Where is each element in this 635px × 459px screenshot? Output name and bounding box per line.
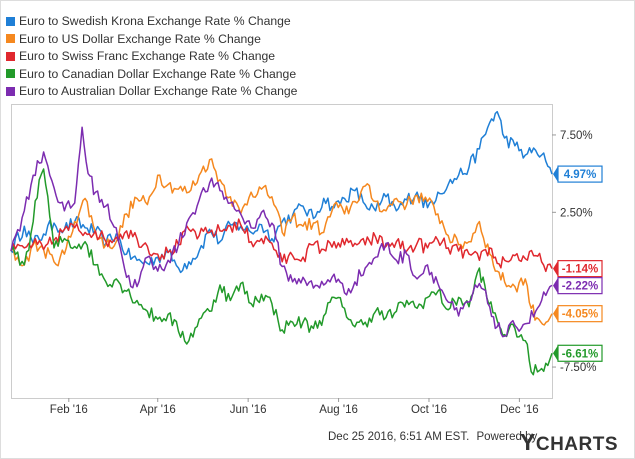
- end-value-box: [557, 277, 603, 295]
- series-line-0: [10, 110, 553, 274]
- end-value-label: -2.22%: [553, 277, 603, 295]
- legend-item[interactable]: Euro to Australian Dollar Exchange Rate …: [6, 83, 297, 101]
- legend-label: Euro to Australian Dollar Exchange Rate …: [19, 84, 298, 98]
- x-tick-label: Aug '16: [319, 404, 358, 416]
- footer: Dec 25 2016, 6:51 AM EST. Powered by: [328, 431, 537, 443]
- series-line-2: [10, 218, 553, 273]
- y-tick-label: -7.50%: [560, 362, 596, 374]
- legend-label: Euro to Canadian Dollar Exchange Rate % …: [19, 66, 297, 81]
- x-tick-label: Feb '16: [50, 404, 88, 416]
- legend-item[interactable]: Euro to Swedish Krona Exchange Rate % Ch…: [6, 13, 297, 31]
- legend-item[interactable]: Euro to US Dollar Exchange Rate % Change: [6, 31, 297, 49]
- end-value-text: -2.22%: [562, 281, 598, 293]
- ycharts-logo-initial: Y: [520, 429, 536, 455]
- legend-label: Euro to Swedish Krona Exchange Rate % Ch…: [19, 14, 291, 28]
- end-value-text: -4.05%: [562, 309, 598, 321]
- series-line-1: [10, 158, 553, 326]
- end-value-text: -6.61%: [562, 348, 598, 360]
- series-layer: [10, 110, 553, 376]
- ycharts-logo-text: CHARTS: [535, 434, 619, 455]
- x-tick-label: Dec '16: [500, 404, 539, 416]
- end-value-label: -4.05%: [553, 305, 603, 323]
- y-axis: 7.50% 2.50% -7.50%: [552, 130, 596, 374]
- end-value-label: -1.14%: [553, 260, 603, 278]
- end-value-box: [557, 165, 603, 183]
- legend-item[interactable]: Euro to Swiss Franc Exchange Rate % Chan…: [6, 48, 297, 66]
- series-line-3: [10, 168, 553, 376]
- end-value-pointer: [553, 345, 558, 362]
- end-value-box: [557, 260, 603, 278]
- end-value-text: 4.97%: [564, 169, 597, 181]
- legend: Euro to Swedish Krona Exchange Rate % Ch…: [6, 13, 297, 101]
- x-tick-label: Jun '16: [230, 404, 267, 416]
- legend-swatch: [6, 86, 15, 96]
- end-value-text: -1.14%: [562, 264, 598, 276]
- x-axis: Feb '16 Apr '16 Jun '16 Aug '16 Oct '16 Dec '…: [50, 398, 539, 416]
- legend-swatch: [6, 51, 15, 61]
- series-line-4: [10, 126, 553, 338]
- y-tick-label: 2.50%: [560, 207, 593, 219]
- end-value-box: [557, 305, 603, 323]
- legend-swatch: [6, 16, 15, 26]
- plot-area-frame: [11, 104, 553, 399]
- end-value-pointer: [553, 166, 558, 183]
- end-value-pointer: [553, 260, 558, 277]
- x-tick-label: Oct '16: [411, 404, 447, 416]
- legend-label: Euro to Swiss Franc Exchange Rate % Chan…: [19, 49, 276, 63]
- footer-timestamp: Dec 25 2016, 6:51 AM EST.: [328, 431, 470, 443]
- end-value-pointer: [553, 277, 558, 294]
- legend-label: Euro to US Dollar Exchange Rate % Change: [19, 31, 261, 46]
- end-value-box: [557, 344, 603, 362]
- end-value-pointer: [553, 305, 558, 322]
- x-tick-label: Apr '16: [140, 404, 176, 416]
- footer-powered-by: Powered by: [476, 431, 538, 443]
- end-value-label: -6.61%: [553, 344, 603, 362]
- y-tick-label: 7.50%: [560, 130, 593, 142]
- end-value-label: 4.97%: [553, 165, 603, 183]
- legend-swatch: [6, 69, 15, 78]
- legend-item[interactable]: Euro to Canadian Dollar Exchange Rate % …: [6, 66, 297, 84]
- legend-swatch: [6, 34, 15, 43]
- ycharts-logo[interactable]: YCHARTS: [520, 429, 618, 456]
- end-labels: 4.97% -1.14% -2.22% -4.05% -6.61%: [553, 165, 603, 362]
